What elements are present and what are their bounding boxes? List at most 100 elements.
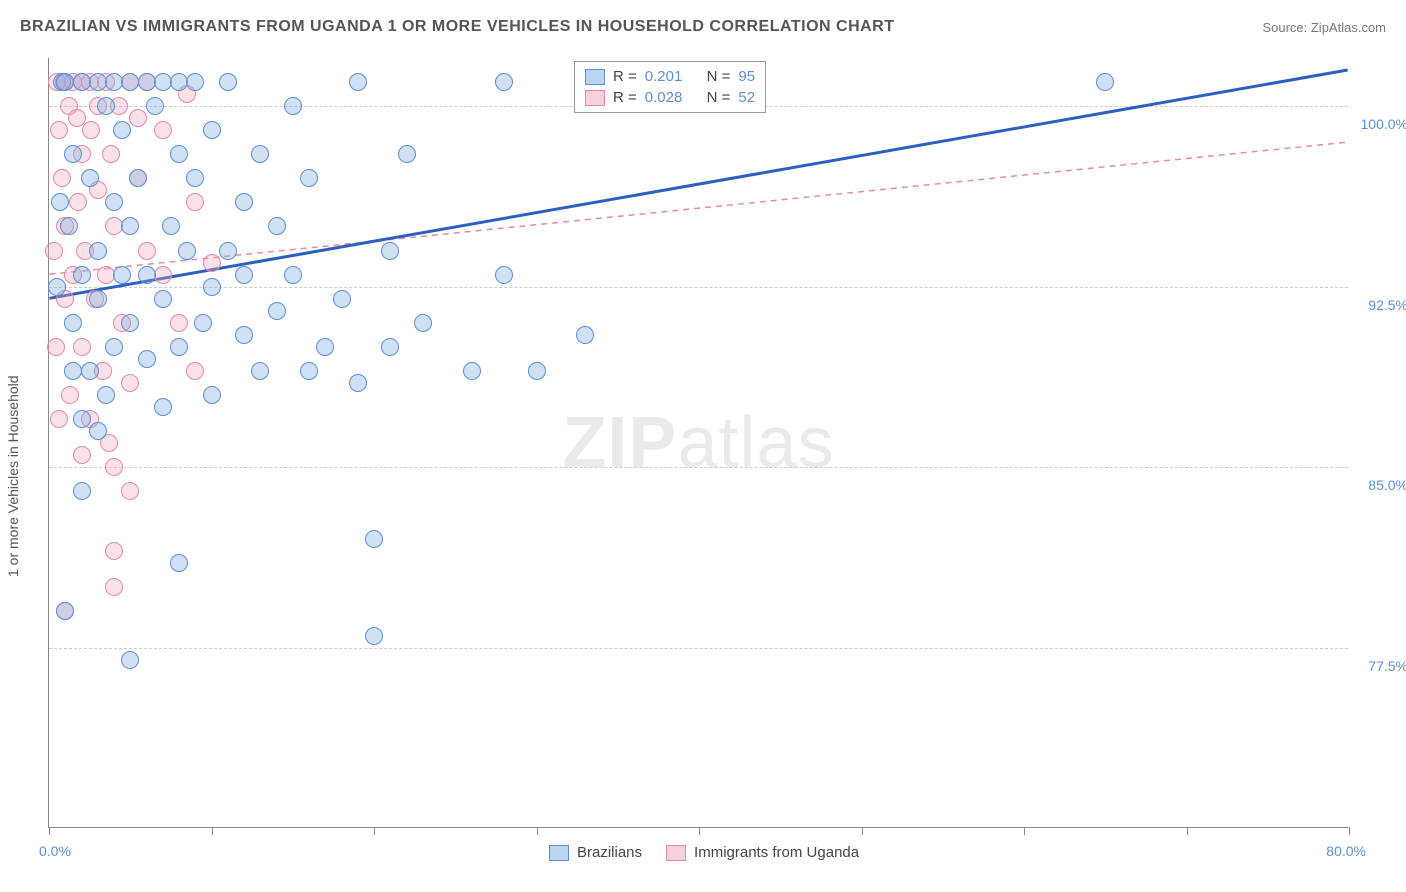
y-tick-label: 100.0% [1361, 116, 1406, 132]
data-point [102, 145, 120, 163]
data-point [73, 482, 91, 500]
legend-item-brazilians: Brazilians [549, 844, 642, 861]
x-tick [537, 827, 538, 835]
data-point [381, 338, 399, 356]
legend-item-uganda: Immigrants from Uganda [666, 844, 859, 861]
data-point [284, 97, 302, 115]
correlation-legend: R = 0.201 N = 95 R = 0.028 N = 52 [574, 61, 766, 113]
data-point [146, 97, 164, 115]
data-point [186, 169, 204, 187]
data-point [138, 242, 156, 260]
data-point [170, 338, 188, 356]
data-point [162, 217, 180, 235]
data-point [203, 386, 221, 404]
data-point [203, 254, 221, 272]
data-point [129, 169, 147, 187]
swatch-pink-icon [666, 845, 686, 861]
swatch-blue-icon [549, 845, 569, 861]
data-point [89, 290, 107, 308]
x-tick [1187, 827, 1188, 835]
data-point [64, 314, 82, 332]
swatch-blue [585, 69, 605, 85]
data-point [129, 109, 147, 127]
data-point [1096, 73, 1114, 91]
data-point [235, 326, 253, 344]
data-point [81, 169, 99, 187]
y-tick-label: 77.5% [1368, 658, 1406, 674]
data-point [186, 73, 204, 91]
swatch-pink [585, 90, 605, 106]
data-point [154, 266, 172, 284]
plot-area: 1 or more Vehicles in Household 77.5%85.… [48, 58, 1348, 828]
data-point [105, 458, 123, 476]
data-point [121, 374, 139, 392]
data-point [61, 386, 79, 404]
x-tick [862, 827, 863, 835]
data-point [121, 482, 139, 500]
gridline [49, 648, 1348, 649]
data-point [105, 578, 123, 596]
data-point [365, 530, 383, 548]
data-point [121, 314, 139, 332]
legend-row-pink: R = 0.028 N = 52 [585, 87, 755, 108]
data-point [105, 542, 123, 560]
data-point [73, 446, 91, 464]
data-point [154, 398, 172, 416]
source-citation: Source: ZipAtlas.com [1262, 20, 1386, 35]
data-point [81, 362, 99, 380]
data-point [69, 193, 87, 211]
data-point [53, 169, 71, 187]
data-point [178, 242, 196, 260]
data-point [50, 121, 68, 139]
data-point [576, 326, 594, 344]
data-point [48, 278, 66, 296]
data-point [170, 145, 188, 163]
series-legend: Brazilians Immigrants from Uganda [549, 844, 859, 861]
data-point [121, 651, 139, 669]
data-point [73, 266, 91, 284]
data-point [381, 242, 399, 260]
data-point [138, 266, 156, 284]
data-point [105, 338, 123, 356]
data-point [170, 314, 188, 332]
gridline [49, 287, 1348, 288]
data-point [235, 193, 253, 211]
data-point [284, 266, 302, 284]
data-point [495, 266, 513, 284]
trend-lines [49, 58, 1348, 827]
data-point [349, 374, 367, 392]
watermark: ZIPatlas [562, 402, 834, 484]
data-point [170, 554, 188, 572]
data-point [251, 362, 269, 380]
data-point [203, 121, 221, 139]
data-point [219, 242, 237, 260]
data-point [333, 290, 351, 308]
y-tick-label: 92.5% [1368, 297, 1406, 313]
data-point [89, 242, 107, 260]
x-tick [1349, 827, 1350, 835]
data-point [203, 278, 221, 296]
x-axis-max-label: 80.0% [1326, 843, 1366, 859]
data-point [365, 627, 383, 645]
gridline [49, 467, 1348, 468]
y-tick-label: 85.0% [1368, 477, 1406, 493]
data-point [268, 302, 286, 320]
data-point [82, 121, 100, 139]
data-point [268, 217, 286, 235]
data-point [463, 362, 481, 380]
data-point [194, 314, 212, 332]
data-point [398, 145, 416, 163]
x-tick [699, 827, 700, 835]
data-point [414, 314, 432, 332]
data-point [97, 97, 115, 115]
data-point [64, 362, 82, 380]
data-point [64, 145, 82, 163]
x-axis-min-label: 0.0% [39, 843, 71, 859]
data-point [138, 350, 156, 368]
data-point [50, 410, 68, 428]
data-point [89, 422, 107, 440]
x-tick [49, 827, 50, 835]
legend-row-blue: R = 0.201 N = 95 [585, 66, 755, 87]
data-point [186, 362, 204, 380]
data-point [528, 362, 546, 380]
